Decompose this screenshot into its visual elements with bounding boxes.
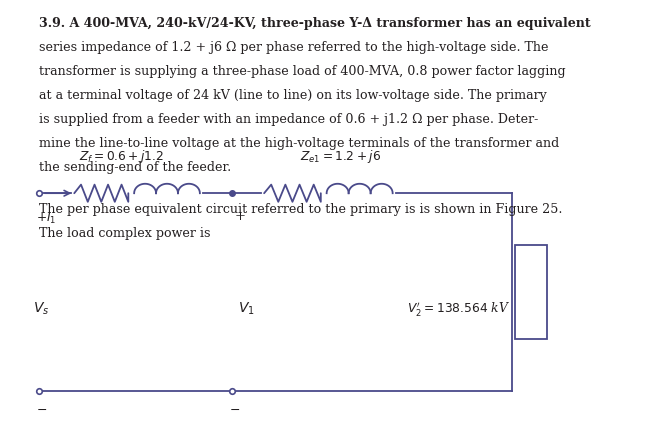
Text: +: + [235, 210, 246, 223]
Text: −: − [230, 404, 240, 417]
Text: $V_s$: $V_s$ [33, 301, 50, 318]
Text: mine the line-to-line voltage at the high-voltage terminals of the transformer a: mine the line-to-line voltage at the hig… [39, 138, 559, 150]
Text: The per phase equivalent circuit referred to the primary is is shown in Figure 2: The per phase equivalent circuit referre… [39, 203, 563, 215]
Text: the sending-end of the feeder.: the sending-end of the feeder. [39, 162, 231, 174]
Text: $V_2' = 138.564$ kV: $V_2' = 138.564$ kV [407, 300, 510, 318]
Text: is supplied from a feeder with an impedance of 0.6 + j1.2 Ω per phase. Deter-: is supplied from a feeder with an impeda… [39, 113, 538, 126]
Text: −: − [37, 404, 48, 417]
Bar [515, 245, 547, 339]
Text: at a terminal voltage of 24 kV (line to line) on its low-voltage side. The prima: at a terminal voltage of 24 kV (line to … [39, 89, 547, 102]
Text: series impedance of 1.2 + j6 Ω per phase referred to the high-voltage side. The: series impedance of 1.2 + j6 Ω per phase… [39, 41, 549, 54]
Text: The load complex power is: The load complex power is [39, 227, 211, 240]
Text: $Z_f = 0.6 + j1.2$: $Z_f = 0.6 + j1.2$ [79, 148, 164, 165]
Text: 3.9. A 400-MVA, 240-kV/24-KV, three-phase Y-Δ transformer has an equivalent: 3.9. A 400-MVA, 240-kV/24-KV, three-phas… [39, 17, 591, 30]
Text: $Z_{e1} = 1.2 + j6$: $Z_{e1} = 1.2 + j6$ [299, 148, 381, 165]
Text: $+ I_1$: $+ I_1$ [36, 210, 57, 226]
Text: $V_1$: $V_1$ [238, 301, 255, 318]
Text: transformer is supplying a three-phase load of 400-MVA, 0.8 power factor lagging: transformer is supplying a three-phase l… [39, 65, 566, 78]
